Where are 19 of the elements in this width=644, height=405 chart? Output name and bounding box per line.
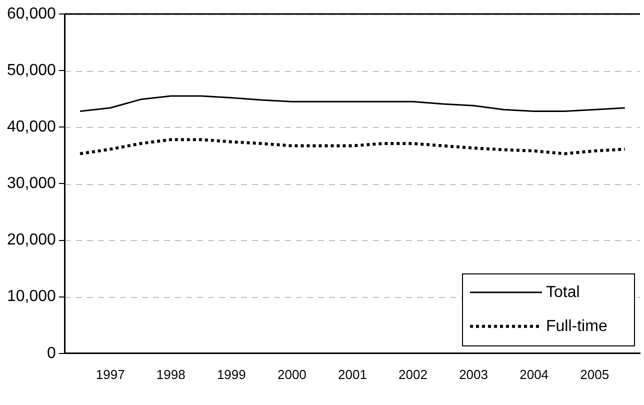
y-tick-label: 60,000 — [7, 5, 56, 22]
x-tick-label: 1999 — [216, 366, 246, 382]
y-tick-label: 40,000 — [7, 118, 56, 136]
x-tick-label: 1997 — [96, 366, 125, 382]
x-tick-label: 2002 — [398, 366, 428, 382]
y-tick-label: 20,000 — [7, 232, 56, 249]
x-tick-label: 2004 — [520, 366, 549, 382]
y-tick-label: 0 — [47, 344, 56, 362]
y-tick-label: 50,000 — [7, 62, 56, 79]
x-tick-label: 2005 — [580, 366, 610, 382]
y-tick-label: 10,000 — [7, 288, 56, 306]
line-series — [78, 138, 626, 156]
x-tick-label: 2000 — [277, 366, 306, 382]
legend-label: Full-time — [546, 318, 608, 335]
x-tick-label: 2003 — [459, 366, 488, 382]
x-tick-label: 2001 — [338, 366, 367, 382]
legend-label: Total — [546, 284, 580, 301]
x-tick-label: 1998 — [156, 366, 186, 382]
y-tick-label: 30,000 — [7, 175, 56, 192]
